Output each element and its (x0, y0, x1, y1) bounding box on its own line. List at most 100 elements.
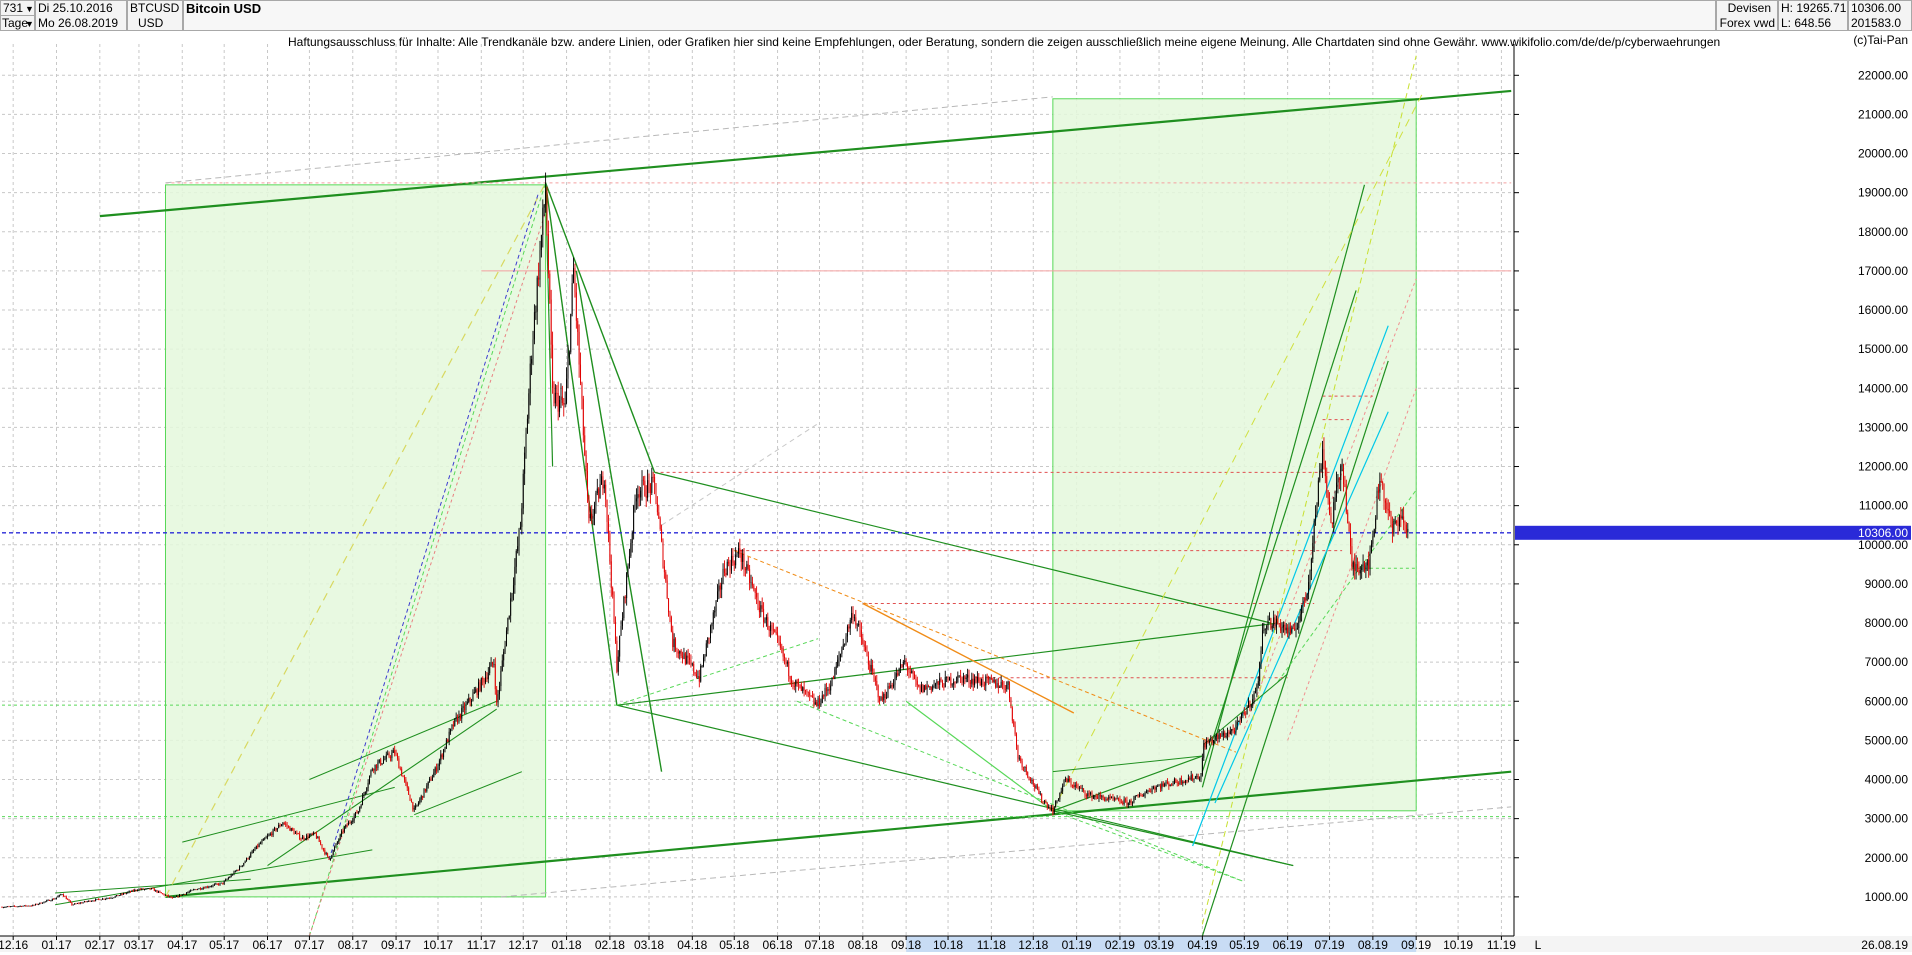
candle (976, 677, 978, 683)
candle (478, 682, 480, 696)
candle (1178, 783, 1180, 785)
candle (648, 480, 650, 485)
trend-line (164, 182, 547, 898)
candle (690, 660, 692, 665)
candle (1231, 728, 1233, 732)
candle (781, 647, 783, 649)
candle (492, 662, 493, 665)
candle (85, 901, 87, 903)
candle (951, 684, 953, 686)
candle (412, 801, 414, 810)
candle (1273, 617, 1275, 626)
scale-marker: L (1535, 938, 1542, 952)
candle (1242, 712, 1244, 714)
candle (12, 905, 14, 907)
candle (444, 748, 446, 750)
candle (165, 895, 166, 896)
candle (1306, 593, 1308, 601)
x-tick-label: 01.17 (41, 938, 71, 952)
candle (218, 883, 220, 885)
period-count-dropdown[interactable]: 731 ▼ (0, 0, 35, 16)
candle (310, 833, 312, 836)
trend-line (575, 270, 663, 772)
timeframe-dropdown[interactable]: Tage ▼ (0, 15, 35, 31)
candle (1127, 802, 1129, 806)
candle (1250, 704, 1252, 708)
candle (359, 807, 361, 812)
candle (827, 689, 829, 691)
candle (206, 886, 208, 888)
candle (1331, 522, 1333, 524)
y-tick-label: 19000.00 (1858, 186, 1908, 200)
candle (451, 724, 453, 729)
candle (1186, 780, 1188, 782)
candle (1214, 736, 1216, 741)
trend-line (1052, 755, 1203, 812)
x-tick-label: 08.18 (848, 938, 878, 952)
candle (1168, 782, 1170, 787)
candle (747, 564, 749, 570)
candle (526, 418, 528, 434)
candle (1208, 740, 1210, 743)
candle (1038, 789, 1040, 794)
candle (1148, 790, 1150, 792)
trend-line (55, 878, 251, 894)
candle (1287, 627, 1289, 634)
candle (116, 895, 118, 897)
candle (244, 861, 246, 863)
candle (1308, 582, 1310, 594)
candle (1343, 464, 1345, 485)
candle (1260, 650, 1262, 663)
candle (28, 905, 30, 907)
candle (771, 625, 773, 630)
candle (872, 665, 874, 672)
candle (1340, 465, 1342, 481)
candle (564, 403, 566, 405)
market-label: Devisen (1727, 1, 1771, 15)
candle (371, 769, 373, 771)
candle (851, 612, 853, 621)
candle (294, 832, 296, 834)
candle (1270, 618, 1272, 629)
candle (334, 847, 336, 851)
x-tick-label: 11.18 (977, 938, 1006, 952)
candle (1394, 520, 1396, 523)
x-tick-label: 09.17 (381, 938, 411, 952)
candle (888, 686, 890, 689)
date-range-box[interactable]: Di 25.10.2016 Mo 26.08.2019 (35, 0, 127, 31)
trend-line (308, 212, 547, 937)
candle (988, 676, 990, 680)
candle (789, 676, 791, 680)
candle (591, 513, 593, 519)
candle (1041, 793, 1043, 802)
candle (336, 841, 338, 844)
symbol-box[interactable]: BTCUSD USD (127, 0, 183, 31)
x-tick-label: 05.18 (719, 938, 749, 952)
candle (831, 677, 833, 686)
candle (30, 905, 32, 907)
candle (128, 891, 130, 893)
candle (582, 398, 584, 436)
candle (1069, 778, 1071, 782)
candle (1119, 798, 1121, 802)
candle (500, 670, 502, 687)
candle (486, 677, 488, 680)
candle (290, 828, 292, 831)
candle (684, 653, 686, 664)
candle (88, 900, 90, 902)
trend-line (182, 786, 395, 843)
candle (454, 718, 456, 727)
candle (1129, 800, 1131, 803)
candle (624, 596, 626, 599)
candle (972, 678, 974, 686)
candle (1305, 598, 1307, 601)
y-tick-label: 9000.00 (1865, 577, 1909, 591)
copyright-text: (c)Tai-Pan (1853, 33, 1908, 47)
candle (1071, 785, 1073, 786)
trend-line (328, 192, 540, 860)
candle (160, 892, 162, 894)
candle (1120, 801, 1122, 803)
candle (716, 591, 718, 601)
